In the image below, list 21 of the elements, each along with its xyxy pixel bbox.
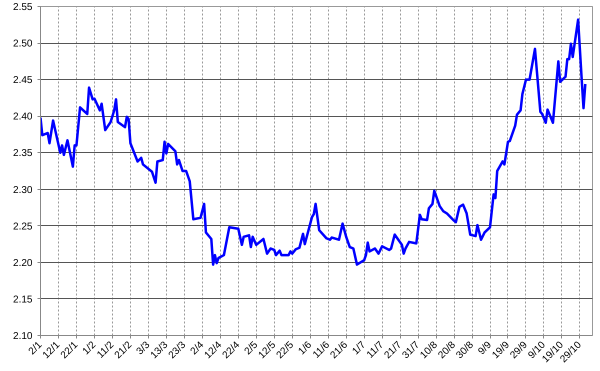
y-tick-label: 2.55	[13, 2, 33, 13]
x-tick-label: 21/6	[328, 339, 350, 362]
y-tick-label: 2.30	[13, 184, 33, 196]
y-tick-label: 2.20	[13, 258, 33, 269]
x-tick-label: 1/6	[296, 339, 314, 358]
y-tick-label: 2.50	[13, 38, 33, 50]
y-tick-label: 2.25	[13, 221, 33, 232]
x-tick-label: 30/8	[454, 339, 476, 362]
y-tick-label: 2.35	[13, 148, 33, 160]
y-tick-label: 2.15	[13, 294, 33, 306]
y-tick-label: 2.45	[13, 75, 33, 86]
line-series	[40, 18, 587, 266]
x-tick-label: 22/1	[58, 339, 81, 362]
x-tick-label: 1/7	[350, 339, 368, 358]
x-tick-label: 21/2	[112, 339, 135, 362]
y-tick-label: 2.40	[13, 112, 33, 123]
y-tick-label: 2.10	[13, 331, 33, 342]
x-tick-label: 23/3	[166, 339, 189, 362]
x-tick-label: 2/5	[242, 339, 260, 358]
x-tick-label: 22/4	[220, 339, 242, 362]
x-tick-label: 1/2	[80, 339, 99, 358]
